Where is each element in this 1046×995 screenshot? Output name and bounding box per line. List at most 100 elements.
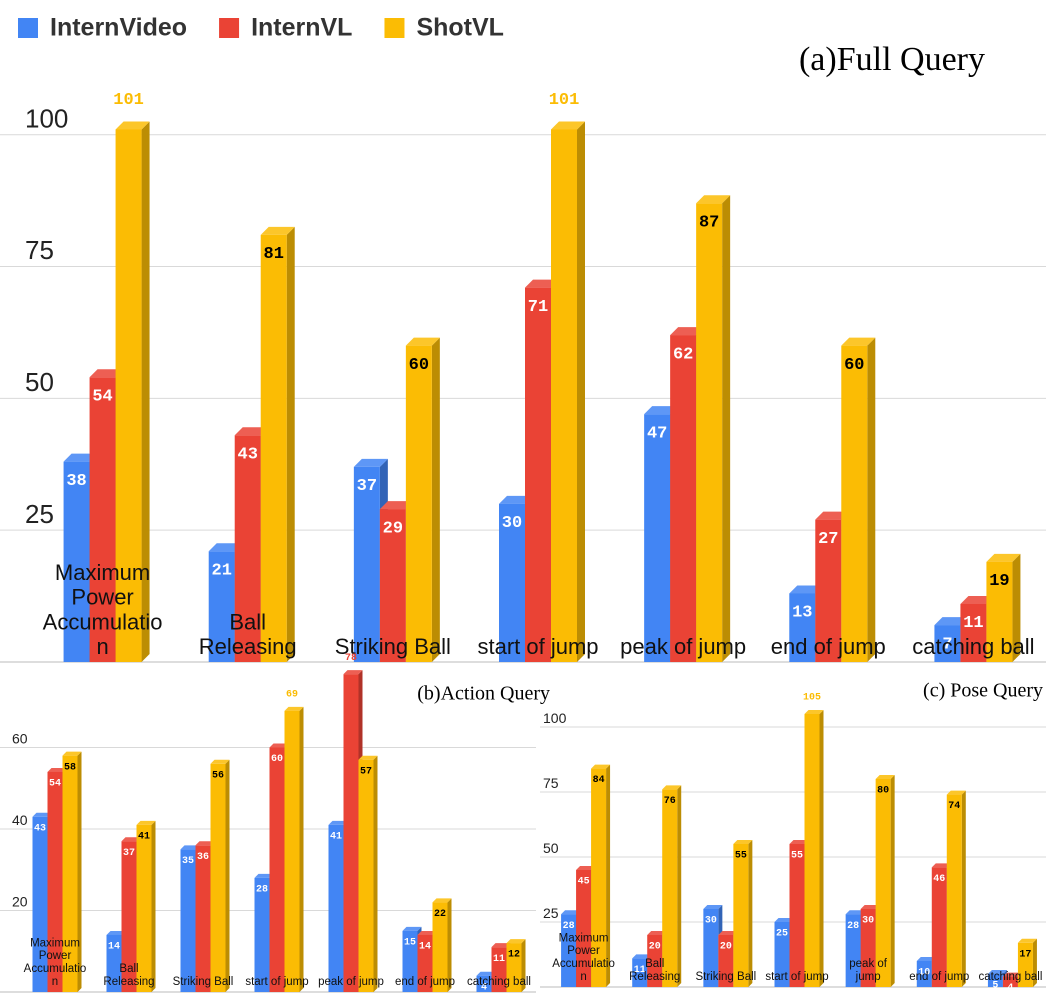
bar-side [286,226,295,662]
bar-top [733,840,753,844]
bar-side [677,785,682,987]
data-label: 45 [578,877,590,888]
data-label: 14 [419,942,431,953]
bar-side [890,775,895,987]
bar-top [417,930,437,935]
data-label: 43 [34,823,46,834]
bar-top [986,553,1021,562]
bar [841,345,868,662]
bar-top [121,837,141,842]
bar [789,844,805,987]
bar [254,877,270,992]
bar-side [961,790,966,987]
bar-top [789,840,809,844]
bar-top [195,841,215,846]
bar [1017,942,1033,987]
x-tick-label: catching ball [978,971,1042,983]
x-tick-label: Maximum Power Accumulatio n [552,932,615,983]
bar-side [431,337,440,662]
bar [986,561,1013,662]
data-label: 84 [593,775,605,786]
data-label: 4 [1007,983,1013,994]
y-tick-label: 25 [25,499,54,529]
data-label: 60 [271,754,283,765]
data-label: 13 [792,604,812,623]
bar-top [210,759,230,764]
bar-top [506,939,526,944]
data-label: 17 [1019,949,1031,960]
x-tick-label: Striking Ball [695,971,756,983]
bar-top [845,910,865,915]
bar [195,845,211,992]
data-label: 11 [963,614,983,633]
bar [960,604,987,662]
x-tick-label: Ball Releasing [103,963,154,988]
y-tick-label: 40 [12,812,28,828]
legend-swatch [219,18,240,38]
x-tick-label: end of jump [771,634,886,659]
x-tick-label: catching ball [467,976,531,988]
bar [432,902,448,992]
data-label: 46 [933,874,945,885]
x-tick-label: end of jump [395,976,455,988]
bar-side [151,820,156,992]
legend-label: ShotVL [416,14,504,42]
data-label: 54 [49,779,61,790]
data-label: 5 [992,981,998,992]
bar [561,914,577,987]
bar [208,551,235,662]
legend-label: InternVL [251,14,352,42]
bar-top [343,670,363,675]
bar [115,129,142,663]
bar-top [63,453,98,462]
data-label: 14 [108,942,120,953]
bar [931,867,947,987]
chart-title: (b)Action Query [417,683,550,705]
y-tick-label: 100 [25,103,68,133]
data-label: 10 [918,968,930,979]
bar-side [748,840,753,987]
data-label: 20 [720,942,732,953]
bar [916,961,932,987]
bar [506,943,522,992]
data-label: 22 [434,909,446,920]
data-label: 4 [481,982,487,993]
bar [417,934,433,992]
data-label: 60 [844,356,864,375]
x-tick-label: catching ball [912,634,1034,659]
bar-top [987,970,1007,974]
bar [63,461,90,662]
x-tick-label: start of jump [765,971,828,983]
bar [499,503,525,662]
legend-swatch [18,18,38,38]
bar-top [696,195,731,204]
bar [987,974,1003,987]
bar-top [379,501,414,510]
chart-title: (c) Pose Query [923,680,1043,702]
data-label: 12 [508,950,520,961]
data-label: 56 [212,770,224,781]
data-label: 47 [647,424,667,443]
data-label: 38 [66,472,86,491]
bar [1002,976,1018,987]
bar [718,935,734,987]
data-label: 62 [673,345,693,364]
bar-top [703,905,723,909]
bar [491,947,507,992]
bar-side [299,706,304,992]
data-label: 11 [493,954,505,965]
bar [670,335,697,662]
bar [89,377,116,662]
bar [946,794,962,987]
data-label: 101 [113,91,144,110]
bar-top [670,327,705,336]
data-label: 19 [989,572,1009,591]
bar-side [141,121,150,663]
bar [353,466,380,662]
bar [774,922,790,987]
bar-top [960,596,995,604]
data-label: 28 [256,885,268,896]
data-label: 80 [877,786,889,797]
bar-top [789,585,824,594]
